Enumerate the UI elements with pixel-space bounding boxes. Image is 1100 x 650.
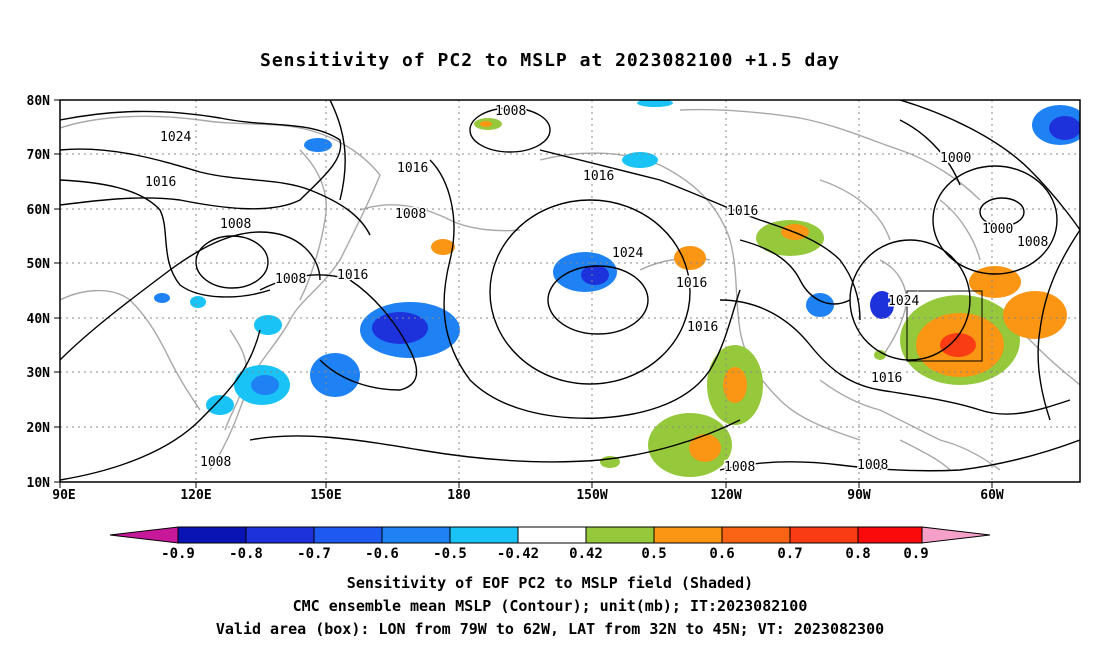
contour-label: 1024	[888, 294, 919, 309]
contour-label: 1000	[940, 151, 971, 166]
colorbar-segment	[313, 526, 383, 544]
colorbar-label: -0.7	[297, 546, 331, 562]
contour-label: 1000	[982, 222, 1013, 237]
valid-area-box	[906, 290, 983, 362]
colorbar-labels: -0.9 -0.8 -0.7 -0.6 -0.5 -0.42 0.42 0.5 …	[161, 546, 929, 562]
lat-label: 20N	[27, 421, 51, 436]
contour-label: 1016	[871, 371, 902, 386]
lon-label: 150E	[310, 488, 341, 503]
contour-label: 1008	[275, 272, 306, 287]
contour-label: 1008	[724, 460, 755, 475]
axis-ticks	[54, 99, 993, 488]
colorbar-label: -0.42	[497, 546, 539, 562]
colorbar-segment	[517, 526, 587, 544]
contour-label: 1016	[583, 169, 614, 184]
contour-label: 1008	[220, 217, 251, 232]
colorbar-segment	[449, 526, 519, 544]
contour-label: 1024	[160, 130, 191, 145]
caption-valid-area: Valid area (box): LON from 79W to 62W, L…	[215, 620, 885, 638]
lon-label: 150W	[576, 488, 607, 503]
colorbar-label: 0.9	[903, 546, 928, 562]
lon-label: 180	[447, 488, 471, 503]
colorbar-label: 0.42	[569, 546, 603, 562]
colorbar-segment	[245, 526, 315, 544]
colorbar-label: 0.5	[641, 546, 666, 562]
colorbar-segment	[653, 526, 723, 544]
lat-label: 30N	[27, 366, 51, 381]
contour-label: 1016	[397, 161, 428, 176]
colorbar-segment	[585, 526, 655, 544]
colorbar-label: 0.7	[777, 546, 802, 562]
lat-label: 50N	[27, 257, 51, 272]
contour-label: 1016	[676, 276, 707, 291]
latitude-labels: 80N 70N 60N 50N 40N 30N 20N 10N	[27, 94, 51, 491]
contour-label: 1008	[395, 207, 426, 222]
mslp-contours	[60, 100, 1080, 481]
contour-label: 1008	[495, 104, 526, 119]
caption-shaded: Sensitivity of EOF PC2 to MSLP field (Sh…	[346, 574, 754, 592]
contour-label: 1016	[687, 320, 718, 335]
contour-label: 1016	[145, 175, 176, 190]
colorbar-label: -0.8	[229, 546, 263, 562]
colorbar-label: 0.6	[709, 546, 734, 562]
longitude-labels: 90E 120E 150E 180 150W 120W 90W 60W	[52, 488, 1004, 503]
contour-label: 1008	[1017, 235, 1048, 250]
colorbar-segment	[921, 526, 991, 544]
colorbar-segment	[721, 526, 791, 544]
lon-label: 120W	[710, 488, 741, 503]
contour-label: 1008	[857, 458, 888, 473]
lon-label: 60W	[980, 488, 1004, 503]
colorbar	[109, 526, 991, 544]
contour-label: 1016	[337, 268, 368, 283]
lat-label: 40N	[27, 312, 51, 327]
contour-label: 1024	[612, 246, 643, 261]
lat-label: 70N	[27, 148, 51, 163]
lat-label: 80N	[27, 94, 51, 109]
colorbar-label: 0.8	[845, 546, 870, 562]
contour-labels: 1008 1024 1016 1008 1016 1008 1016 1008 …	[144, 103, 1050, 477]
colorbar-segment	[857, 526, 923, 544]
lon-label: 120E	[180, 488, 211, 503]
caption-contour: CMC ensemble mean MSLP (Contour); unit(m…	[292, 597, 808, 615]
map-title: Sensitivity of PC2 to MSLP at 2023082100…	[259, 50, 840, 71]
colorbar-label: -0.5	[433, 546, 467, 562]
colorbar-segment	[789, 526, 859, 544]
lon-label: 90W	[847, 488, 871, 503]
lon-label: 90E	[52, 488, 75, 503]
contour-label: 1016	[727, 204, 758, 219]
contour-label: 1008	[200, 455, 231, 470]
lat-label: 60N	[27, 203, 51, 218]
colorbar-segment	[177, 526, 247, 544]
colorbar-segment	[381, 526, 451, 544]
colorbar-segment	[109, 526, 179, 544]
colorbar-label: -0.9	[161, 546, 195, 562]
lat-label: 10N	[27, 476, 51, 491]
graticule	[60, 100, 1080, 482]
colorbar-label: -0.6	[365, 546, 399, 562]
